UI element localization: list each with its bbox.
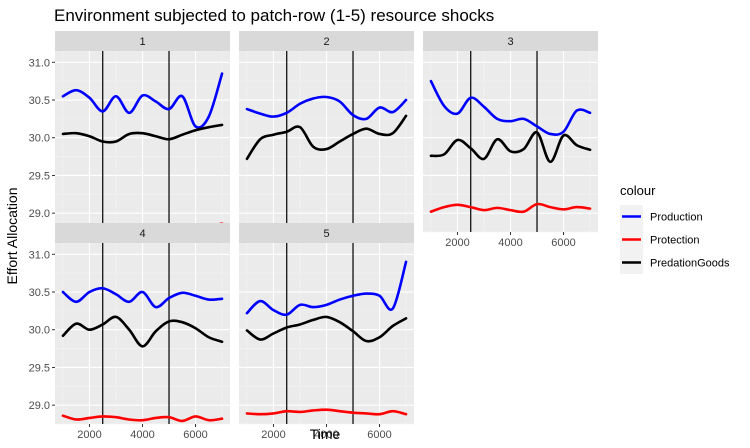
series-line-protection	[61, 414, 224, 423]
facet-panels: 1 29.0 29.5 30.0 30.5 31.0 2 3 2000 4000 6000 4 29.0…	[29, 31, 598, 441]
legend-entry-predationgoods: PredationGoods	[620, 251, 730, 274]
x-tick-label: 6000	[183, 429, 207, 441]
x-tick-label: 6000	[367, 429, 391, 441]
series-line-production	[429, 79, 592, 136]
legend-label: Production	[650, 212, 703, 224]
facet-strip-label: 1	[139, 36, 145, 48]
series-line-predationgoods	[61, 315, 224, 348]
y-tick-label: 29.5	[29, 170, 50, 182]
series-line-production	[245, 260, 408, 317]
facet-strip-label: 3	[507, 36, 513, 48]
legend-title: colour	[620, 183, 656, 198]
facet-strip	[239, 223, 414, 243]
series-line-production	[61, 72, 224, 129]
y-tick-label: 30.0	[29, 133, 50, 145]
series-line-predationgoods	[61, 123, 224, 144]
y-tick-label: 30.0	[29, 325, 50, 337]
series-line-protection	[429, 202, 592, 214]
x-tick-label: 4000	[130, 429, 154, 441]
x-tick-label: 4000	[498, 237, 522, 249]
facet-panel-4: 4 29.0 29.5 30.0 30.5 31.0 2000 4000 6000	[29, 223, 230, 441]
y-tick-label: 29.5	[29, 362, 50, 374]
legend-entry-production: Production	[620, 205, 703, 228]
facet-strip	[55, 223, 230, 243]
y-tick-label: 29.0	[29, 208, 50, 220]
x-tick-label: 2000	[77, 429, 101, 441]
series-line-predationgoods	[245, 315, 408, 343]
y-tick-label: 30.5	[29, 95, 50, 107]
y-tick-label: 30.5	[29, 287, 50, 299]
legend-label: PredationGoods	[650, 258, 730, 270]
facet-panel-2: 2	[239, 31, 414, 235]
facet-strip-label: 4	[139, 228, 145, 240]
series-line-production	[245, 95, 408, 121]
y-tick-label: 31.0	[29, 57, 50, 69]
series-line-predationgoods	[429, 131, 592, 164]
legend-label: Protection	[650, 235, 700, 247]
facet-strip-label: 2	[323, 36, 329, 48]
facet-panel-5: 5 2000 4000 6000	[239, 223, 414, 441]
legend: colour Production Protection PredationGood…	[620, 183, 730, 274]
y-tick-label: 29.0	[29, 400, 50, 412]
y-axis-title: Effort Allocation	[4, 187, 20, 284]
y-tick-label: 31.0	[29, 249, 50, 261]
x-tick-label: 4000	[314, 429, 338, 441]
series-line-predationgoods	[245, 114, 408, 161]
chart-title: Environment subjected to patch-row (1-5)…	[54, 6, 494, 25]
facet-strip	[55, 31, 230, 51]
facet-panel-3: 3 2000 4000 6000	[423, 31, 598, 249]
x-tick-label: 6000	[551, 237, 575, 249]
facet-panel-1: 1 29.0 29.5 30.0 30.5 31.0	[29, 31, 230, 234]
x-axis-title: Time	[310, 426, 341, 442]
x-tick-label: 2000	[261, 429, 285, 441]
series-line-protection	[245, 408, 408, 416]
facet-strip-label: 5	[323, 228, 329, 240]
x-tick-label: 2000	[445, 237, 469, 249]
facet-strip	[239, 31, 414, 51]
series-line-production	[61, 286, 224, 309]
facet-strip	[423, 31, 598, 51]
legend-entry-protection: Protection	[620, 228, 700, 251]
